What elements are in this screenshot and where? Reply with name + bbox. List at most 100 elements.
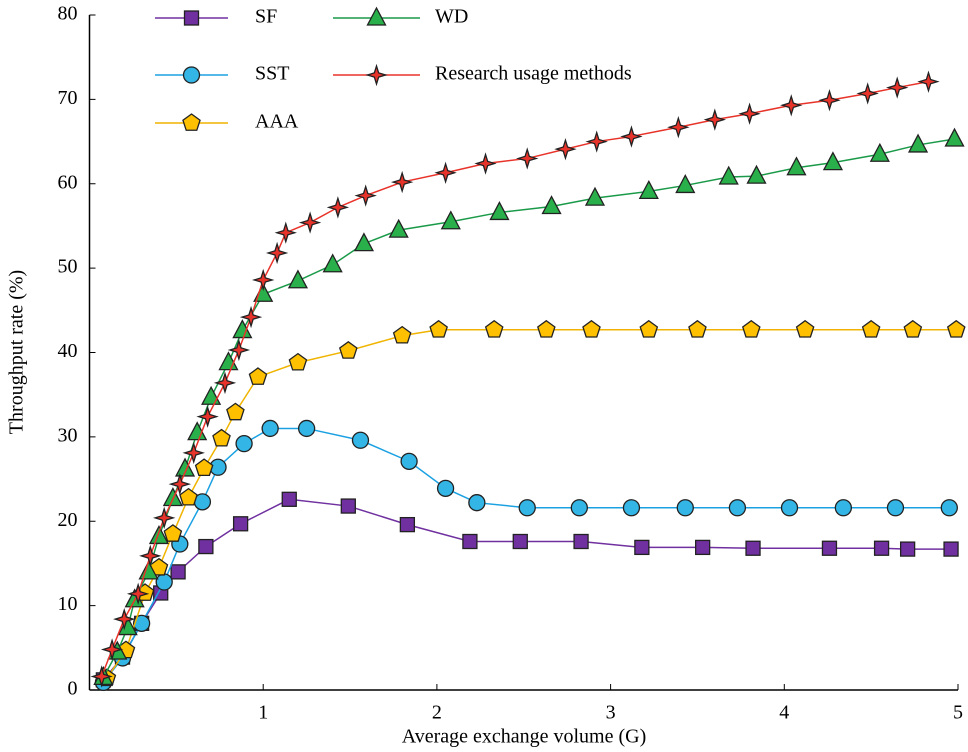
marker [786,156,807,176]
marker [227,338,251,362]
marker [436,479,455,497]
y-tick-label: 50 [58,256,78,278]
marker [821,540,838,556]
marker [440,210,461,230]
marker [468,494,486,512]
legend-marker [182,66,201,84]
marker [174,457,196,477]
marker [489,201,510,221]
legend-marker [366,6,387,26]
marker [570,499,588,517]
marker [907,133,929,153]
marker [196,405,219,428]
marker [187,421,208,441]
marker [885,76,909,99]
marker [688,319,707,338]
marker [354,184,377,207]
marker [518,499,536,517]
marker [287,269,309,289]
marker [274,221,297,244]
x-tick-label: 1 [258,702,268,724]
marker [113,607,136,631]
marker [212,428,231,447]
marker [856,82,879,105]
marker [201,385,222,405]
marker [818,89,841,112]
marker [338,341,358,359]
marker [149,557,169,576]
marker [834,499,853,517]
marker [429,319,448,338]
marker [903,319,923,338]
marker [288,352,308,371]
marker [943,541,959,557]
marker [90,665,113,688]
x-tick-label: 5 [953,702,963,724]
marker [390,170,414,194]
y-tick-label: 0 [68,678,78,700]
marker [746,164,767,184]
marker [780,94,803,117]
legend-marker [365,63,388,87]
x-tick-label: 4 [779,702,789,724]
y-tick-label: 40 [58,340,78,362]
marker [298,211,322,234]
marker [675,174,696,194]
x-axis-title: Average exchange volume (G) [402,726,647,748]
marker [100,638,124,661]
marker [148,525,170,545]
marker [512,533,528,550]
marker [194,458,214,477]
marker [822,151,844,171]
marker [917,70,940,93]
marker [886,499,905,517]
marker [139,544,162,568]
marker [474,152,497,175]
marker [541,195,562,215]
legend-label: WD [435,6,468,28]
marker [780,499,799,517]
marker [213,371,237,395]
marker [182,441,205,465]
marker [573,533,589,550]
marker [132,614,151,632]
marker [728,499,747,517]
marker [873,540,890,556]
marker [232,516,249,532]
y-axis-title: Throughput rate (%) [6,270,28,434]
marker [940,499,958,517]
legend-label: SST [255,63,289,85]
marker [667,116,690,139]
marker [235,434,253,453]
marker [261,419,279,438]
marker [554,137,577,161]
marker [162,487,183,507]
marker [634,539,650,556]
legend-label: Research usage methods [435,63,632,85]
marker [265,241,289,265]
marker [399,516,416,533]
legend-label: AAA [255,111,299,133]
marker [322,253,343,273]
marker [484,319,504,338]
marker [745,540,761,556]
marker [297,419,316,438]
marker [946,319,966,338]
marker [585,130,608,153]
marker [179,487,198,506]
marker [353,232,375,252]
legend-label: SF [255,6,277,28]
marker [584,186,606,206]
marker [152,506,176,530]
marker [944,127,965,147]
x-tick-label: 2 [432,702,442,724]
marker [434,161,457,184]
marker [899,541,916,557]
marker [622,499,641,517]
marker [462,533,478,550]
marker [638,179,659,199]
marker [251,268,275,292]
marker [676,499,694,517]
marker [239,305,263,329]
marker [281,491,297,507]
